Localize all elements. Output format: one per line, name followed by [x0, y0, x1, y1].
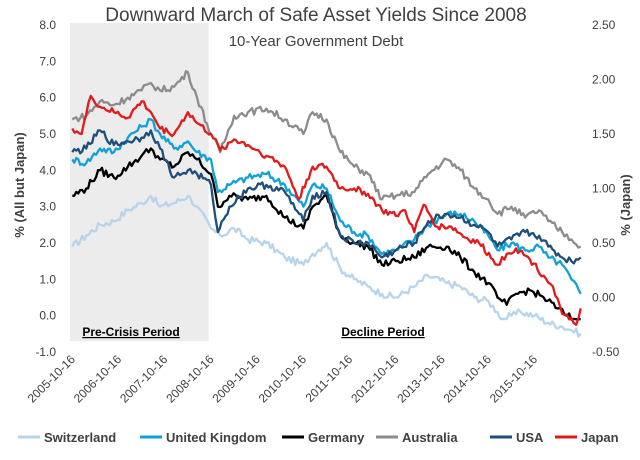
series-line-usa [71, 129, 582, 265]
series-line-japan [71, 94, 582, 326]
y-tick-right-label: 1.00 [592, 182, 616, 196]
y-axis-right-label: % (Japan) [618, 174, 633, 235]
decline-period-label: Decline Period [341, 325, 424, 339]
x-tick-label: 2007-10-16 [117, 352, 171, 406]
y-tick-left-label: 8.0 [39, 18, 56, 32]
series-line-switzerland [71, 194, 582, 338]
pre-crisis-label: Pre-Crisis Period [82, 325, 179, 339]
y-axis-left: 8.0 7.0 6.0 5.0 4.0 3.0 2.0 1.0 0.0 -1.0 [35, 18, 56, 359]
legend-label: United Kingdom [166, 430, 266, 445]
legend-label: Germany [308, 430, 365, 445]
y-tick-left-label: 7.0 [39, 54, 56, 68]
legend: Switzerland United Kingdom Germany Australi… [18, 430, 619, 445]
y-tick-left-label: -1.0 [35, 345, 56, 359]
y-tick-right-label: 1.50 [592, 127, 616, 141]
chart-title: Downward March of Safe Asset Yields Sinc… [105, 5, 526, 26]
x-tick-label: 2010-10-16 [256, 352, 310, 406]
x-tick-label: 2006-10-16 [71, 352, 125, 406]
x-tick-label: 2009-10-16 [210, 352, 264, 406]
x-axis: 2005-10-162006-10-162007-10-162008-10-16… [25, 352, 541, 406]
y-tick-right-label: -0.50 [592, 345, 620, 359]
x-tick-label: 2012-10-16 [348, 352, 402, 406]
series-line-germany [72, 147, 581, 321]
y-tick-right-label: 2.50 [592, 18, 616, 32]
y-tick-left-label: 4.0 [39, 163, 56, 177]
legend-label: Japan [581, 430, 619, 445]
legend-label: Switzerland [44, 430, 116, 445]
y-tick-left-label: 5.0 [39, 127, 56, 141]
x-tick-label: 2013-10-16 [394, 352, 448, 406]
y-tick-left-label: 3.0 [39, 200, 56, 214]
y-tick-right-label: 0.50 [592, 236, 616, 250]
x-tick-label: 2011-10-16 [303, 352, 356, 405]
y-axis-right: 2.50 2.00 1.50 1.00 0.50 0.00 -0.50 [592, 18, 620, 359]
series-line-australia [71, 70, 582, 249]
legend-label: USA [516, 430, 544, 445]
series-lines [71, 70, 582, 338]
x-tick-label: 2015-10-16 [487, 352, 541, 406]
series-line-united-kingdom [71, 117, 582, 295]
x-tick-label: 2005-10-16 [25, 352, 79, 406]
y-tick-left-label: 2.0 [39, 236, 56, 250]
x-tick-label: 2008-10-16 [163, 352, 217, 406]
y-tick-left-label: 1.0 [39, 272, 56, 286]
y-tick-left-label: 0.0 [39, 309, 56, 323]
legend-label: Australia [402, 430, 458, 445]
x-tick-label: 2014-10-16 [441, 352, 495, 406]
y-tick-right-label: 2.00 [592, 73, 616, 87]
y-tick-left-label: 6.0 [39, 91, 56, 105]
y-axis-left-label: % (All but Japan) [12, 132, 27, 237]
chart-subtitle: 10-Year Government Debt [229, 33, 404, 50]
y-tick-right-label: 0.00 [592, 291, 616, 305]
